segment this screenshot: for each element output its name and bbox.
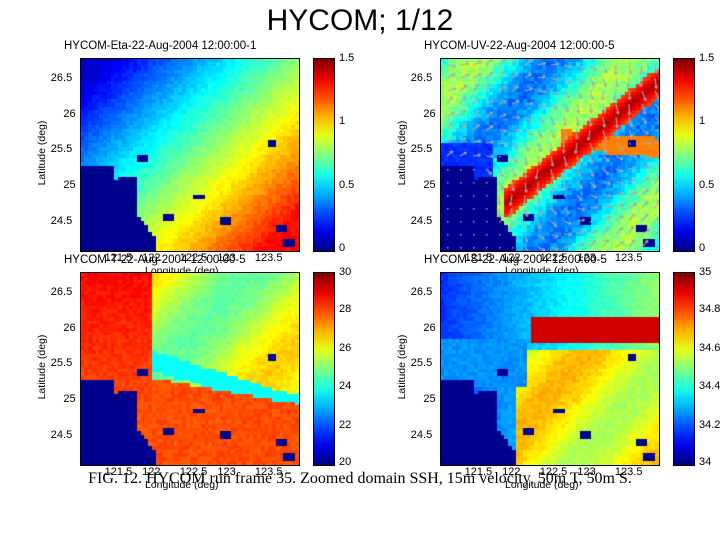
colorbar-tick-label: 22	[339, 418, 352, 431]
colorbar	[673, 272, 695, 466]
x-tick-label: 121.5	[464, 252, 493, 264]
colorbar-tick-label: 26	[339, 341, 352, 354]
colorbar-tick-label: 34.6	[699, 341, 720, 354]
heatmap-cells	[81, 59, 299, 251]
y-tick-label: 26	[63, 107, 76, 120]
colorbar-tick-label: 20	[339, 456, 352, 468]
figure-caption: FIG. 12. HYCOM run frame 35. Zoomed doma…	[88, 470, 632, 487]
x-tick-label: 123.5	[614, 252, 643, 264]
colorbar-tick-label: 1	[339, 115, 346, 127]
y-axis-label: Latitude (deg)	[396, 120, 408, 186]
y-tick-label: 26	[423, 107, 436, 120]
x-tick-label: 122.5	[539, 466, 568, 478]
slide-title: HYCOM; 1/12	[266, 4, 454, 37]
y-tick-label: 25	[63, 393, 76, 405]
heatmap-cells	[81, 273, 299, 465]
colorbar-tick-label: 0	[339, 242, 346, 254]
y-tick-label: 25	[423, 179, 436, 191]
y-tick-label: 26.5	[50, 72, 73, 85]
x-tick-label: 122.5	[179, 466, 208, 478]
colorbar-tick-label: 34	[699, 456, 712, 468]
y-axis-label: Latitude (deg)	[396, 334, 408, 400]
y-tick-label: 24.5	[410, 428, 433, 441]
y-tick-label: 24.5	[50, 214, 73, 227]
heatmap-plot-area	[440, 58, 660, 252]
colorbar-tick-label: 35	[699, 266, 712, 278]
x-tick-label: 123	[217, 466, 236, 478]
y-tick-label: 25.5	[410, 357, 433, 370]
colorbar-tick-label: 24	[339, 380, 352, 393]
colorbar-tick-label: 0.5	[339, 179, 355, 191]
colorbar-tick-label: 30	[339, 266, 352, 278]
chart-title: HYCOM-Eta-22-Aug-2004 12:00:00-1	[64, 40, 257, 52]
x-tick-label: 122	[502, 466, 521, 478]
x-tick-label: 123	[577, 252, 596, 264]
y-axis-label: Latitude (deg)	[36, 334, 48, 400]
heatmap-cells	[441, 273, 659, 465]
x-tick-label: 121.5	[464, 466, 493, 478]
colorbar-tick-label: 28	[339, 303, 352, 316]
y-tick-label: 24.5	[50, 428, 73, 441]
y-tick-label: 26.5	[410, 286, 433, 299]
chart-title: HYCOM-S-22-Aug-2004 12:00:00-5	[424, 254, 607, 266]
panel-uv: HYCOM-UV-22-Aug-2004 12:00:00-5 121.5 122 1…	[360, 36, 720, 277]
x-tick-label: 123	[217, 252, 236, 264]
panel-eta: HYCOM-Eta-22-Aug-2004 12:00:00-1 121.5 122…	[0, 36, 360, 277]
colorbar-tick-label: 0.5	[699, 179, 715, 191]
x-tick-label: 122	[502, 252, 521, 264]
x-tick-label: 123.5	[254, 466, 283, 478]
y-tick-label: 26	[423, 321, 436, 334]
y-tick-label: 26	[63, 321, 76, 334]
y-tick-label: 25	[63, 179, 76, 191]
y-tick-label: 25.5	[50, 143, 73, 156]
y-tick-label: 25.5	[50, 357, 73, 370]
y-tick-label: 25.5	[410, 143, 433, 156]
chart-title: HYCOM-UV-22-Aug-2004 12:00:00-5	[424, 40, 615, 52]
x-tick-label: 122	[142, 252, 161, 264]
x-axis-label: Longitude (deg)	[145, 479, 219, 491]
colorbar	[313, 272, 335, 466]
heatmap-plot-area	[80, 272, 300, 466]
colorbar	[673, 58, 695, 252]
colorbar-tick-label: 1.5	[339, 52, 355, 64]
x-tick-label: 121.5	[104, 466, 133, 478]
x-tick-label: 122.5	[179, 252, 208, 264]
x-axis-label: Longitude (deg)	[505, 479, 579, 491]
heatmap-plot-area	[80, 58, 300, 252]
colorbar-tick-label: 34.2	[699, 418, 720, 431]
x-tick-label: 123.5	[254, 252, 283, 264]
colorbar-tick-label: 34.8	[699, 303, 720, 316]
colorbar-tick-label: 1.5	[699, 52, 715, 64]
colorbar	[313, 58, 335, 252]
colorbar-tick-label: 1	[699, 115, 706, 127]
colorbar-tick-label: 34.4	[699, 380, 720, 393]
y-tick-label: 25	[423, 393, 436, 405]
panel-temperature: HYCOM-T-22-Aug-2004 12:00:00-5 121.5 122 12…	[0, 250, 360, 491]
x-tick-label: 123.5	[614, 466, 643, 478]
x-tick-label: 122	[142, 466, 161, 478]
heatmap-cells	[441, 59, 659, 251]
x-tick-label: 123	[577, 466, 596, 478]
y-tick-label: 26.5	[410, 72, 433, 85]
panel-salinity: HYCOM-S-22-Aug-2004 12:00:00-5 121.5 122 12…	[360, 250, 720, 491]
chart-title: HYCOM-T-22-Aug-2004 12:00:00-5	[64, 254, 246, 266]
y-tick-label: 24.5	[410, 214, 433, 227]
x-tick-label: 122.5	[539, 252, 568, 264]
heatmap-plot-area	[440, 272, 660, 466]
x-tick-label: 121.5	[104, 252, 133, 264]
colorbar-tick-label: 0	[699, 242, 706, 254]
y-tick-label: 26.5	[50, 286, 73, 299]
y-axis-label: Latitude (deg)	[36, 120, 48, 186]
